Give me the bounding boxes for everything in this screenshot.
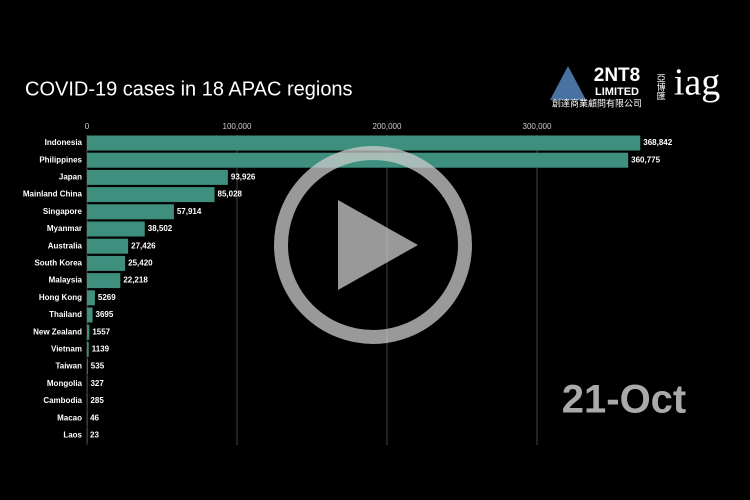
y-tick-label: Cambodia <box>43 396 82 405</box>
value-label: 368,842 <box>643 138 672 147</box>
play-triangle[interactable] <box>338 200 418 290</box>
value-label: 46 <box>90 413 99 422</box>
value-label: 285 <box>90 396 104 405</box>
value-label: 27,426 <box>131 241 156 250</box>
value-label: 93,926 <box>231 173 256 182</box>
y-tick-label: Taiwan <box>55 362 82 371</box>
y-tick-label: Singapore <box>43 207 83 216</box>
logo-icon <box>550 66 586 100</box>
bar <box>87 273 121 289</box>
bar <box>87 238 129 254</box>
value-label: 25,420 <box>128 259 153 268</box>
y-tick-label: Mongolia <box>47 379 83 388</box>
y-tick-label: South Korea <box>34 259 82 268</box>
x-tick-label: 0 <box>85 122 90 131</box>
logo-chinese: 創達商業顧問有限公司 <box>552 97 642 108</box>
value-label: 38,502 <box>148 224 173 233</box>
y-tick-label: Mainland China <box>23 190 83 199</box>
value-label: 85,028 <box>218 190 243 199</box>
brand-chinese: 亞博匯 <box>656 73 666 100</box>
y-tick-label: Malaysia <box>49 276 83 285</box>
y-tick-label: Indonesia <box>45 138 83 147</box>
bar <box>87 324 90 340</box>
play-ring[interactable] <box>274 146 472 344</box>
logo-name: 2NT8 <box>594 65 640 86</box>
x-tick-label: 300,000 <box>523 122 552 131</box>
value-label: 360,775 <box>631 155 660 164</box>
bar <box>87 393 88 409</box>
y-tick-label: Laos <box>63 431 82 440</box>
bar <box>87 169 228 185</box>
value-label: 22,218 <box>123 276 148 285</box>
bar <box>87 255 126 271</box>
plot: 0 100,000 200,000 300,000 Indonesia 368,842 Ph… <box>23 122 673 445</box>
bar <box>87 307 93 323</box>
bar <box>87 221 145 237</box>
value-label: 3695 <box>96 310 114 319</box>
bar <box>87 359 88 375</box>
value-label: 23 <box>90 431 99 440</box>
value-label: 327 <box>90 379 104 388</box>
bar <box>87 290 95 306</box>
y-tick-label: Japan <box>59 173 82 182</box>
x-tick-label: 200,000 <box>373 122 402 131</box>
brand: iag <box>674 62 720 104</box>
y-tick-label: Philippines <box>39 155 82 164</box>
y-tick-label: Macao <box>57 413 82 422</box>
y-tick-label: New Zealand <box>33 327 82 336</box>
bar <box>87 427 88 443</box>
y-tick-label: Australia <box>48 241 83 250</box>
value-label: 5269 <box>98 293 116 302</box>
bar <box>87 410 88 426</box>
value-label: 535 <box>91 362 105 371</box>
logo: 2NT8 LIMITED 創達商業顧問有限公司 亞博匯 iag <box>550 62 720 108</box>
bar <box>87 135 641 151</box>
y-tick-label: Thailand <box>49 310 82 319</box>
bar <box>87 341 89 357</box>
chart-title: COVID-19 cases in 18 APAC regions <box>25 78 353 100</box>
date-label: 21-Oct <box>562 378 687 422</box>
y-tick-label: Myanmar <box>47 224 82 233</box>
value-label: 57,914 <box>177 207 202 216</box>
value-label: 1139 <box>92 345 110 354</box>
y-tick-label: Vietnam <box>51 345 82 354</box>
bar <box>87 187 215 203</box>
x-tick-label: 100,000 <box>223 122 252 131</box>
play-button[interactable] <box>274 146 472 344</box>
logo-sub: LIMITED <box>595 86 639 98</box>
value-label: 1557 <box>92 327 110 336</box>
bar <box>87 376 88 392</box>
y-tick-label: Hong Kong <box>39 293 82 302</box>
bar <box>87 204 174 220</box>
